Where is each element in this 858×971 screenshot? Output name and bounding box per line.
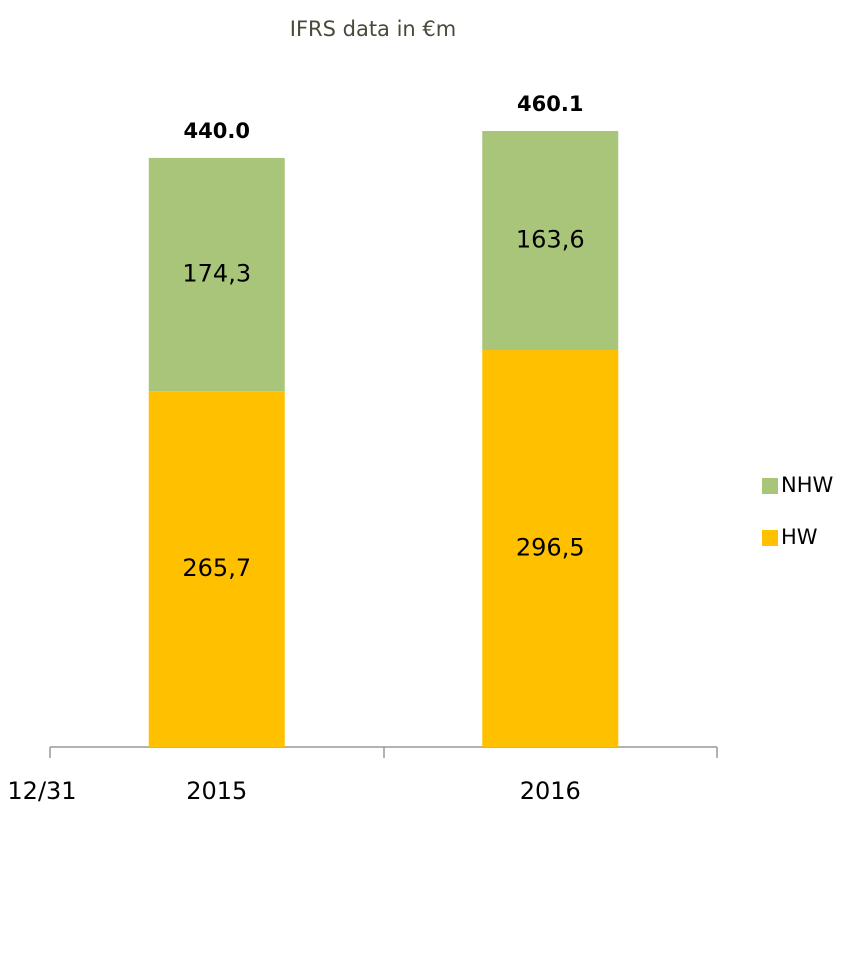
total-label: 460.1 — [517, 92, 583, 116]
x-axis-label: 12/31 — [7, 777, 76, 805]
x-tick-label: 2015 — [186, 777, 247, 805]
chart-title: IFRS data in €m — [290, 17, 456, 41]
data-label: 174,3 — [182, 260, 251, 288]
bar-segment — [148, 157, 285, 392]
bar-segment — [148, 391, 285, 747]
legend-label: NHW — [781, 473, 834, 497]
legend-swatch — [762, 478, 778, 494]
bar-segment — [482, 350, 619, 747]
data-label: 265,7 — [182, 554, 251, 582]
legend-swatch — [762, 530, 778, 546]
data-label: 163,6 — [516, 226, 585, 254]
x-tick-label: 2016 — [520, 777, 581, 805]
total-label: 440.0 — [184, 119, 250, 143]
legend-label: HW — [781, 525, 818, 549]
data-label: 296,5 — [516, 534, 585, 562]
bar-segment — [482, 131, 619, 351]
